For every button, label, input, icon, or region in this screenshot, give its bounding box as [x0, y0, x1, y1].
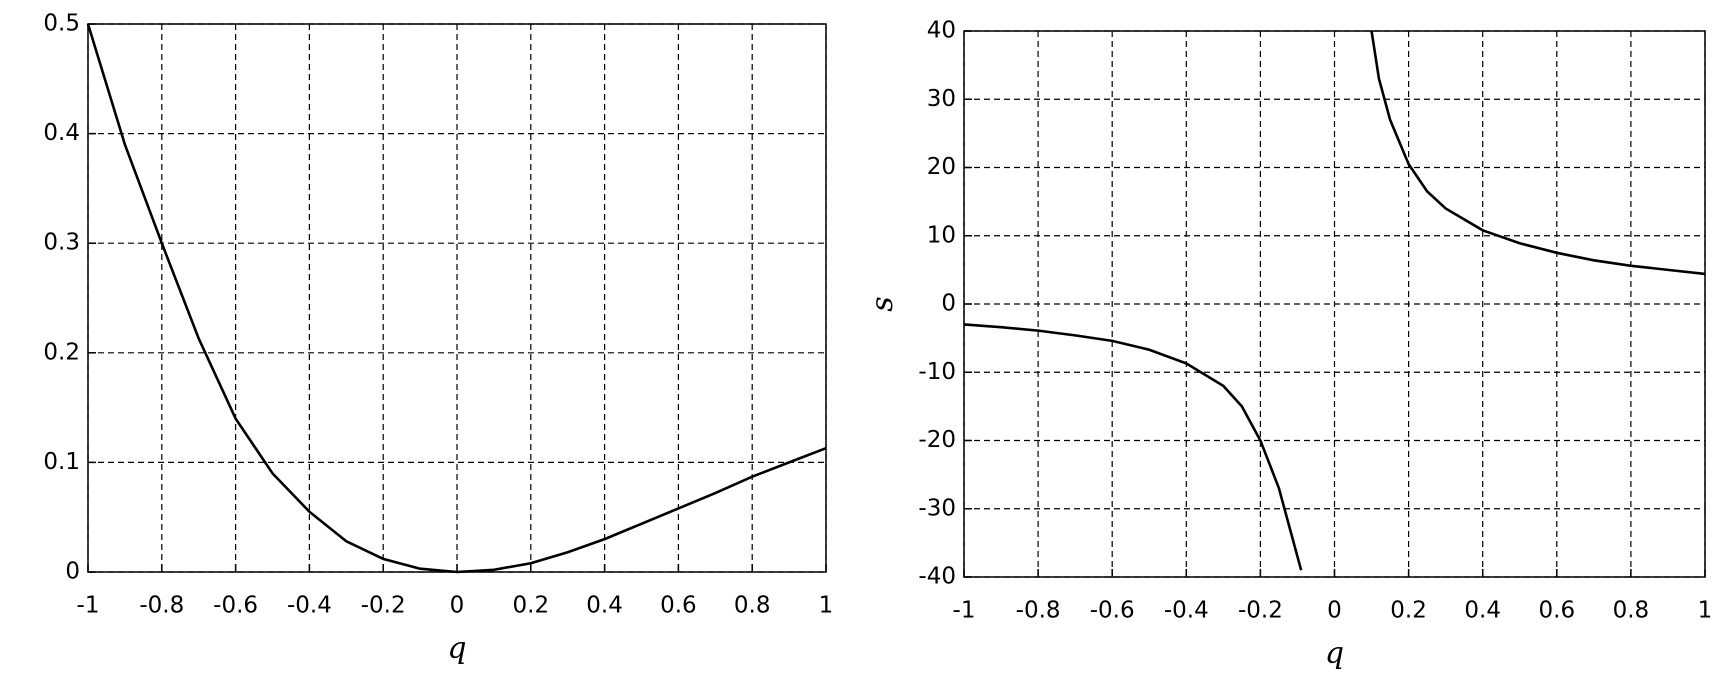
x-tick-label: 0.2 — [1390, 598, 1427, 624]
y-tick-label: 0.5 — [43, 11, 80, 37]
x-axis-label: q — [1325, 636, 1344, 671]
plot-frame — [963, 30, 1706, 578]
x-tick-label: 1 — [819, 593, 834, 619]
x-tick-label: 0.2 — [513, 593, 550, 619]
y-tick-label: 0.3 — [43, 230, 80, 256]
x-tick-label: -0.4 — [287, 593, 332, 619]
y-tick-label: -20 — [918, 427, 956, 453]
x-tick-label: 0.8 — [734, 593, 771, 619]
x-tick-label: 0.4 — [1464, 598, 1501, 624]
y-axis-label: s — [865, 296, 900, 311]
y-tick-label: -30 — [918, 495, 956, 521]
y-tick-label: 30 — [927, 86, 956, 112]
y-tick-label: 0 — [65, 559, 80, 585]
x-tick-label: -0.2 — [1238, 598, 1283, 624]
x-tick-label: -0.8 — [139, 593, 184, 619]
y-tick-label: 0.1 — [43, 449, 80, 475]
x-axis-label: q — [447, 631, 466, 666]
y-tick-label: 0.4 — [43, 120, 80, 146]
y-tick-label: -40 — [918, 564, 956, 590]
x-tick-label: 0 — [1327, 598, 1342, 624]
y-tick-label: 0.2 — [43, 339, 80, 365]
x-tick-label: -0.6 — [213, 593, 258, 619]
x-tick-label: -1 — [953, 598, 976, 624]
x-tick-label: 0.8 — [1613, 598, 1650, 624]
x-tick-label: 0.6 — [660, 593, 697, 619]
y-tick-label: 40 — [927, 18, 956, 44]
x-tick-label: 0 — [450, 593, 465, 619]
y-tick-label: 10 — [927, 222, 956, 248]
y-tick-label: 20 — [927, 154, 956, 180]
data-line — [963, 30, 1706, 571]
x-tick-label: 1 — [1698, 598, 1713, 624]
x-tick-label: -0.6 — [1090, 598, 1135, 624]
y-tick-label: 0 — [941, 291, 956, 317]
x-tick-label: 0.4 — [586, 593, 623, 619]
x-tick-label: -0.4 — [1164, 598, 1209, 624]
x-tick-label: -0.8 — [1016, 598, 1061, 624]
x-tick-label: 0.6 — [1539, 598, 1576, 624]
data-line — [86, 23, 827, 574]
x-tick-label: -1 — [77, 593, 100, 619]
x-tick-label: -0.2 — [361, 593, 406, 619]
y-tick-label: -10 — [918, 359, 956, 385]
